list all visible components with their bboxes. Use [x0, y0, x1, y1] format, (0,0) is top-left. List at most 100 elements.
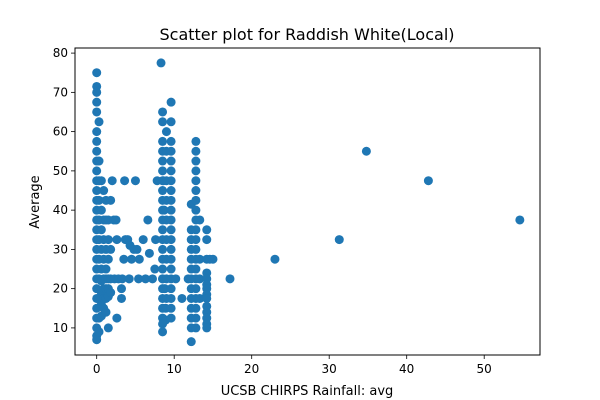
data-point: [166, 166, 176, 176]
data-point: [92, 186, 102, 196]
data-point: [166, 225, 176, 235]
data-point: [191, 225, 201, 235]
y-tick-label: 50: [53, 164, 68, 178]
data-point: [191, 136, 201, 146]
data-point: [106, 288, 116, 298]
data-point: [106, 195, 116, 205]
data-point: [195, 274, 205, 284]
y-tick-label: 60: [53, 125, 68, 139]
data-point: [270, 254, 280, 264]
data-point: [144, 248, 154, 258]
data-point: [191, 284, 201, 294]
data-point: [191, 303, 201, 313]
data-point: [166, 156, 176, 166]
data-point: [158, 107, 168, 117]
data-point: [94, 327, 104, 337]
data-point: [166, 284, 176, 294]
data-point: [334, 235, 344, 245]
x-tick-label: 30: [322, 362, 337, 376]
data-point: [158, 117, 168, 127]
data-point: [96, 176, 106, 186]
data-point: [103, 254, 113, 264]
data-point: [166, 176, 176, 186]
data-point: [96, 225, 106, 235]
data-point: [191, 244, 201, 254]
points-layer: [92, 58, 525, 347]
data-point: [166, 244, 176, 254]
data-point: [202, 293, 212, 303]
y-axis-ticks: 10 20 30 40 50 60 70 80: [53, 46, 75, 335]
data-point: [225, 274, 235, 284]
data-point: [361, 146, 371, 156]
data-point: [191, 166, 201, 176]
data-point: [191, 156, 201, 166]
data-point: [117, 274, 127, 284]
data-point: [191, 176, 201, 186]
data-point: [202, 323, 212, 333]
data-point: [166, 313, 176, 323]
data-point: [166, 97, 176, 107]
y-tick-label: 20: [53, 282, 68, 296]
data-point: [127, 254, 137, 264]
data-point: [94, 195, 104, 205]
x-tick-label: 10: [167, 362, 182, 376]
y-tick-label: 30: [53, 242, 68, 256]
data-point: [92, 68, 102, 78]
data-point: [195, 293, 205, 303]
data-point: [191, 323, 201, 333]
data-point: [515, 215, 525, 225]
data-point: [124, 274, 134, 284]
data-point: [191, 186, 201, 196]
data-point: [151, 235, 161, 245]
data-point: [191, 235, 201, 245]
y-tick-label: 10: [53, 321, 68, 335]
data-point: [195, 215, 205, 225]
data-point: [158, 244, 168, 254]
data-point: [166, 235, 176, 245]
data-point: [158, 284, 168, 294]
data-point: [92, 87, 102, 97]
data-point: [191, 146, 201, 156]
data-point: [92, 97, 102, 107]
data-point: [119, 254, 129, 264]
data-point: [158, 186, 168, 196]
y-axis-label: Average: [28, 175, 43, 228]
data-point: [166, 303, 176, 313]
data-point: [166, 254, 176, 264]
data-point: [166, 136, 176, 146]
data-point: [103, 235, 113, 245]
data-point: [191, 205, 201, 215]
data-point: [107, 176, 117, 186]
data-point: [120, 176, 130, 186]
data-point: [138, 235, 148, 245]
data-point: [94, 156, 104, 166]
data-point: [150, 264, 160, 274]
data-point: [92, 127, 102, 137]
data-point: [112, 235, 122, 245]
data-point: [195, 254, 205, 264]
data-point: [177, 293, 187, 303]
data-point: [166, 215, 176, 225]
data-point: [158, 205, 168, 215]
data-point: [106, 244, 116, 254]
data-point: [92, 146, 102, 156]
data-point: [158, 136, 168, 146]
data-point: [158, 303, 168, 313]
data-point: [117, 293, 126, 303]
data-point: [92, 166, 102, 176]
data-point: [158, 166, 168, 176]
data-point: [166, 195, 176, 205]
x-tick-label: 40: [399, 362, 414, 376]
data-point: [166, 117, 176, 127]
data-point: [101, 307, 111, 317]
data-point: [92, 136, 102, 146]
y-tick-label: 70: [53, 85, 68, 99]
data-point: [158, 327, 168, 337]
data-point: [134, 274, 144, 284]
x-axis-label: UCSB CHIRPS Rainfall: avg: [221, 384, 394, 399]
data-point: [158, 264, 168, 274]
data-point: [158, 319, 168, 329]
data-point: [103, 323, 113, 333]
